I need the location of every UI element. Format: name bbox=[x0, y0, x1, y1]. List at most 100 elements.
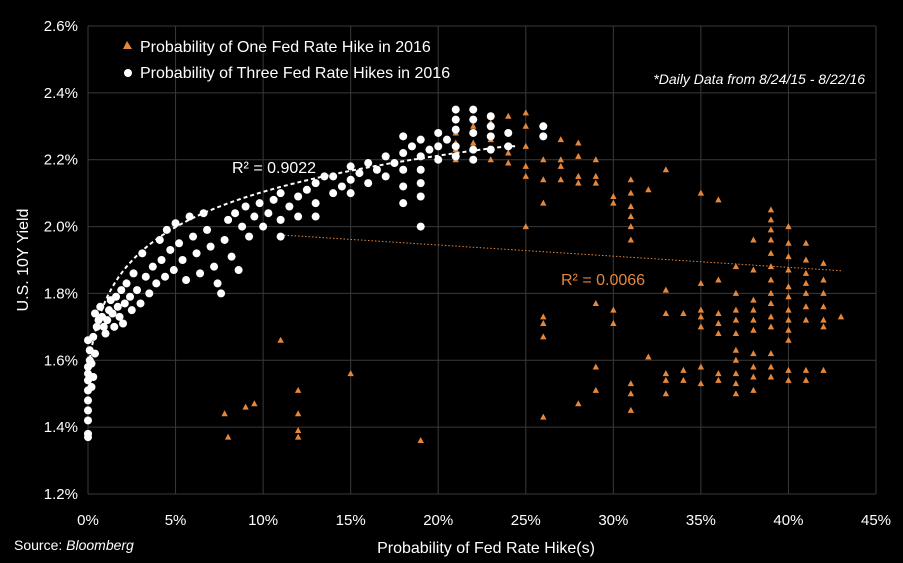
point-three-hikes bbox=[302, 185, 311, 194]
point-one-hike bbox=[715, 376, 722, 383]
point-three-hikes bbox=[337, 182, 346, 191]
point-three-hikes bbox=[178, 256, 187, 264]
point-three-hikes bbox=[442, 135, 451, 144]
point-three-hikes bbox=[103, 316, 112, 325]
point-one-hike bbox=[697, 323, 705, 330]
point-one-hike bbox=[767, 289, 775, 296]
point-three-hikes bbox=[119, 319, 128, 328]
point-one-hike bbox=[785, 326, 792, 333]
point-three-hikes bbox=[203, 225, 212, 234]
point-one-hike bbox=[294, 433, 302, 440]
point-three-hikes bbox=[127, 306, 136, 315]
point-one-hike bbox=[662, 166, 670, 173]
point-three-hikes bbox=[434, 142, 443, 151]
point-one-hike bbox=[470, 139, 477, 146]
point-three-hikes bbox=[241, 202, 250, 211]
point-one-hike bbox=[417, 437, 424, 444]
y-tick-label: 2.6% bbox=[44, 18, 78, 35]
point-three-hikes bbox=[269, 195, 278, 204]
point-one-hike bbox=[540, 320, 547, 327]
point-three-hikes bbox=[87, 383, 96, 392]
point-one-hike bbox=[785, 336, 792, 343]
point-one-hike bbox=[592, 172, 600, 179]
y-tick-label: 1.8% bbox=[44, 285, 78, 302]
legend-label-three-hikes: Probability of Three Fed Rate Hikes in 2… bbox=[140, 65, 450, 82]
point-one-hike bbox=[750, 236, 757, 243]
point-three-hikes bbox=[157, 256, 166, 264]
trendline-group bbox=[87, 145, 842, 366]
point-one-hike bbox=[294, 410, 302, 417]
point-one-hike bbox=[610, 320, 617, 327]
point-one-hike bbox=[802, 239, 810, 246]
point-three-hikes bbox=[294, 192, 303, 201]
point-three-hikes bbox=[189, 232, 198, 241]
point-one-hike bbox=[592, 363, 600, 370]
point-three-hikes bbox=[161, 272, 170, 281]
point-three-hikes bbox=[285, 202, 294, 211]
point-three-hikes bbox=[416, 222, 425, 231]
point-one-hike bbox=[540, 156, 547, 163]
point-three-hikes bbox=[91, 309, 100, 318]
point-three-hikes bbox=[399, 132, 408, 141]
point-three-hikes bbox=[399, 199, 408, 208]
point-one-hike bbox=[732, 346, 740, 353]
point-one-hike bbox=[802, 289, 810, 296]
r2-label-one-hike: R² = 0.0066 bbox=[561, 272, 645, 289]
source-name: Bloomberg bbox=[66, 537, 134, 553]
point-three-hikes bbox=[346, 162, 355, 171]
point-one-hike bbox=[767, 373, 775, 380]
point-three-hikes bbox=[108, 309, 117, 318]
point-three-hikes bbox=[155, 235, 164, 244]
point-one-hike bbox=[802, 303, 810, 310]
point-one-hike bbox=[680, 366, 687, 373]
point-three-hikes bbox=[122, 279, 131, 288]
point-one-hike bbox=[627, 236, 635, 243]
point-one-hike bbox=[767, 363, 775, 370]
point-one-hike bbox=[221, 410, 228, 417]
point-three-hikes bbox=[399, 182, 408, 191]
point-one-hike bbox=[750, 296, 757, 303]
point-one-hike bbox=[732, 316, 740, 323]
point-one-hike bbox=[820, 323, 827, 330]
point-three-hikes bbox=[486, 122, 495, 131]
point-three-hikes bbox=[84, 429, 92, 438]
point-three-hikes bbox=[231, 209, 240, 218]
point-three-hikes bbox=[504, 128, 513, 137]
point-one-hike bbox=[715, 196, 722, 203]
point-three-hikes bbox=[89, 373, 98, 381]
point-three-hikes bbox=[110, 322, 119, 331]
point-one-hike bbox=[732, 330, 740, 337]
point-one-hike bbox=[522, 142, 529, 149]
point-three-hikes bbox=[329, 172, 338, 181]
point-one-hike bbox=[785, 293, 792, 300]
point-three-hikes bbox=[192, 249, 201, 258]
point-three-hikes bbox=[364, 179, 373, 188]
point-one-hike bbox=[750, 350, 757, 357]
point-one-hike bbox=[697, 313, 705, 320]
point-one-hike bbox=[522, 223, 529, 230]
x-tick-label: 0% bbox=[77, 512, 99, 529]
point-one-hike bbox=[802, 366, 810, 373]
point-three-hikes bbox=[399, 165, 408, 174]
point-one-hike bbox=[785, 239, 792, 246]
point-three-hikes bbox=[115, 312, 124, 321]
point-one-hike bbox=[540, 313, 547, 320]
point-three-hikes bbox=[217, 289, 226, 298]
point-one-hike bbox=[767, 249, 775, 256]
point-three-hikes bbox=[138, 249, 147, 258]
point-three-hikes bbox=[416, 179, 425, 188]
point-one-hike bbox=[575, 139, 582, 146]
point-one-hike bbox=[767, 276, 775, 283]
point-one-hike bbox=[557, 162, 564, 169]
point-one-hike bbox=[575, 179, 582, 186]
point-one-hike bbox=[732, 390, 740, 397]
point-three-hikes bbox=[175, 239, 184, 248]
point-three-hikes bbox=[224, 215, 233, 224]
point-three-hikes bbox=[87, 359, 96, 368]
source-label: Source: bbox=[14, 537, 67, 553]
point-one-hike bbox=[540, 333, 547, 340]
point-one-hike bbox=[715, 309, 722, 316]
point-one-hike bbox=[697, 363, 705, 370]
point-one-hike bbox=[802, 279, 810, 286]
point-one-hike bbox=[750, 363, 757, 370]
